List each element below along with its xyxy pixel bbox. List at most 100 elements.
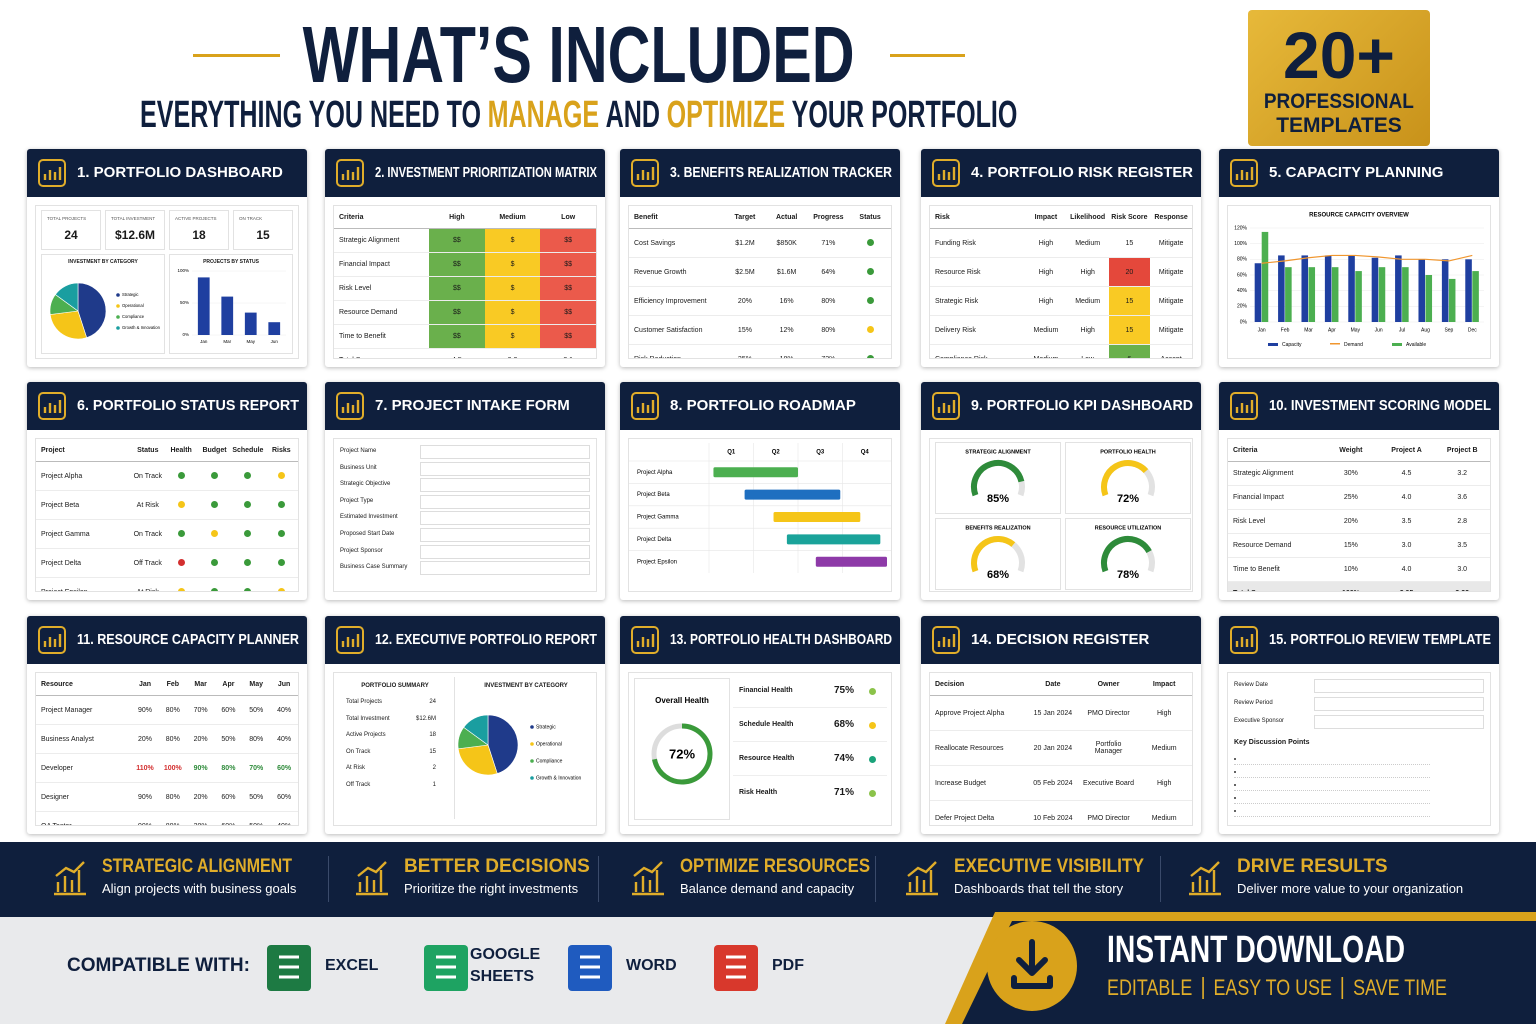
table-cell <box>849 228 891 258</box>
pie-slice <box>463 714 489 746</box>
table-cell: 15% <box>724 315 766 345</box>
table-cell: 80% <box>214 753 243 783</box>
table-cell: 15% <box>1323 533 1379 558</box>
bullet <box>1234 771 1236 773</box>
bar <box>1378 267 1386 322</box>
roadmap: Q1 Q2 Q3 Q4 Project Alpha Project Beta Project… <box>629 443 891 573</box>
table-cell <box>264 519 298 549</box>
kpi-label: ACTIVE PROJECTS <box>175 216 217 221</box>
x-tick-label: Mar <box>223 339 231 344</box>
table-cell: 80% <box>242 724 271 754</box>
legend-label: Strategic <box>122 292 139 297</box>
legend-label: Growth & Innovation <box>122 325 161 330</box>
benefit-icon <box>356 861 388 896</box>
bullet-line <box>1234 794 1430 804</box>
table-cell <box>231 519 265 549</box>
table-cell <box>264 461 298 491</box>
status-dot <box>866 267 874 275</box>
panel-title: PROJECTS BY STATUS <box>203 259 259 265</box>
pie-title: INVESTMENT BY CATEGORY <box>484 683 568 689</box>
summary-label: Off Track <box>346 781 371 788</box>
table-header: Response <box>1150 206 1192 229</box>
table-row: Resource Risk High High 20 Mitigate <box>930 257 1192 287</box>
table-cell: 90% <box>131 782 159 812</box>
gauge-value: 78% <box>1117 569 1139 581</box>
table-row: Revenue Growth $2.5M $1.6M 64% <box>629 257 891 287</box>
table-cell: High <box>1025 228 1067 258</box>
download-features: EDITABLE EASY TO USE SAVE TIME <box>1107 975 1447 1001</box>
table-cell: Defer Project Delta <box>930 800 1026 825</box>
bar <box>197 277 210 335</box>
status-dot <box>866 296 874 304</box>
card: 6. PORTFOLIO STATUS REPORT Project Status H… <box>27 382 307 600</box>
bar <box>1348 255 1355 322</box>
table-cell: Mitigate <box>1150 228 1192 258</box>
table-cell: Mitigate <box>1150 257 1192 287</box>
table-row: Project Delta Off Track <box>36 548 298 578</box>
table-header-row: Decision Date Owner Impact <box>930 673 1192 696</box>
table-row: Resource Demand 15% 3.0 3.5 <box>1228 533 1490 558</box>
legend-label: Compliance <box>536 758 563 764</box>
card: 13. PORTFOLIO HEALTH DASHBOARD Overall He… <box>620 616 900 834</box>
table-cell: Total Score <box>1228 581 1324 591</box>
kpi-label: TOTAL PROJECTS <box>47 216 87 221</box>
table-header: Low <box>540 206 596 229</box>
table-cell: $$ <box>429 324 485 349</box>
table-header: Target <box>724 206 766 229</box>
health-label: Financial Health <box>739 687 793 694</box>
subtitle: EVERYTHING YOU NEED TO MANAGE AND OPTIMIZE Y… <box>140 94 1024 137</box>
kpi-value: 24 <box>64 228 78 242</box>
x-tick-label: Jan <box>1258 327 1266 333</box>
table-cell: 50% <box>242 782 271 812</box>
app-label: PDF <box>772 957 804 974</box>
table-cell: 15 Jan 2024 <box>1025 695 1081 731</box>
legend-swatch <box>116 293 120 297</box>
status-dot <box>277 529 285 537</box>
status-dot <box>177 587 185 591</box>
legend-label: Strategic <box>536 724 556 730</box>
table-cell: 15 <box>1108 286 1151 316</box>
bar <box>1324 255 1332 322</box>
table-cell: High <box>1066 315 1109 345</box>
status-dot <box>211 500 219 508</box>
status-dot <box>177 558 185 566</box>
app-icon <box>424 945 468 991</box>
footer: COMPATIBLE WITH: INSTANT DOWNLOAD EDITAB… <box>0 912 1536 1024</box>
badge-line: TEMPLATES <box>1276 114 1402 137</box>
table-cell: Resource Demand <box>334 300 430 325</box>
table-cell: 10% <box>1323 557 1379 582</box>
card-icon <box>38 159 66 187</box>
field-box <box>1314 697 1484 711</box>
project-label: Project Beta <box>637 492 670 498</box>
table-cell: Customer Satisfaction <box>629 315 725 345</box>
card: 9. PORTFOLIO KPI DASHBOARD STRATEGIC ALIG… <box>921 382 1201 600</box>
card: 10. INVESTMENT SCORING MODEL Criteria Weig… <box>1219 382 1499 600</box>
table-cell: $$ <box>540 324 596 349</box>
summary-value: 2 <box>432 765 436 771</box>
feature-separator <box>1341 977 1344 999</box>
bullet-line <box>1234 807 1430 817</box>
benefit-title: STRATEGIC ALIGNMENT <box>102 856 292 877</box>
benefit-text: Deliver more value to your organization <box>1237 881 1464 896</box>
subtitle-part: MANAGE <box>487 94 600 136</box>
table-cell: $$ <box>540 252 596 277</box>
badge-number: 20+ <box>1283 18 1395 92</box>
card-header: 13. PORTFOLIO HEALTH DASHBOARD <box>620 616 900 664</box>
summary-value: 15 <box>429 748 436 755</box>
field-label: Strategic Objective <box>340 481 391 488</box>
x-tick-label: May <box>1351 327 1361 333</box>
table-row: Delivery Risk Medium High 15 Mitigate <box>930 315 1192 345</box>
bar <box>1425 275 1433 322</box>
table-header: Feb <box>158 673 187 696</box>
table-header: Benefit <box>629 206 725 229</box>
table-cell: Mitigate <box>1150 315 1192 345</box>
summary-label: Active Projects <box>346 732 386 738</box>
bar <box>221 296 234 335</box>
table-cell: 3.95 <box>1378 581 1435 591</box>
status-dot <box>211 587 219 591</box>
bar <box>1418 259 1426 322</box>
table-cell: On Track <box>131 519 165 549</box>
table-cell <box>164 519 198 549</box>
table-cell: Project Alpha <box>36 461 132 491</box>
table-cell: 20% <box>186 724 215 754</box>
